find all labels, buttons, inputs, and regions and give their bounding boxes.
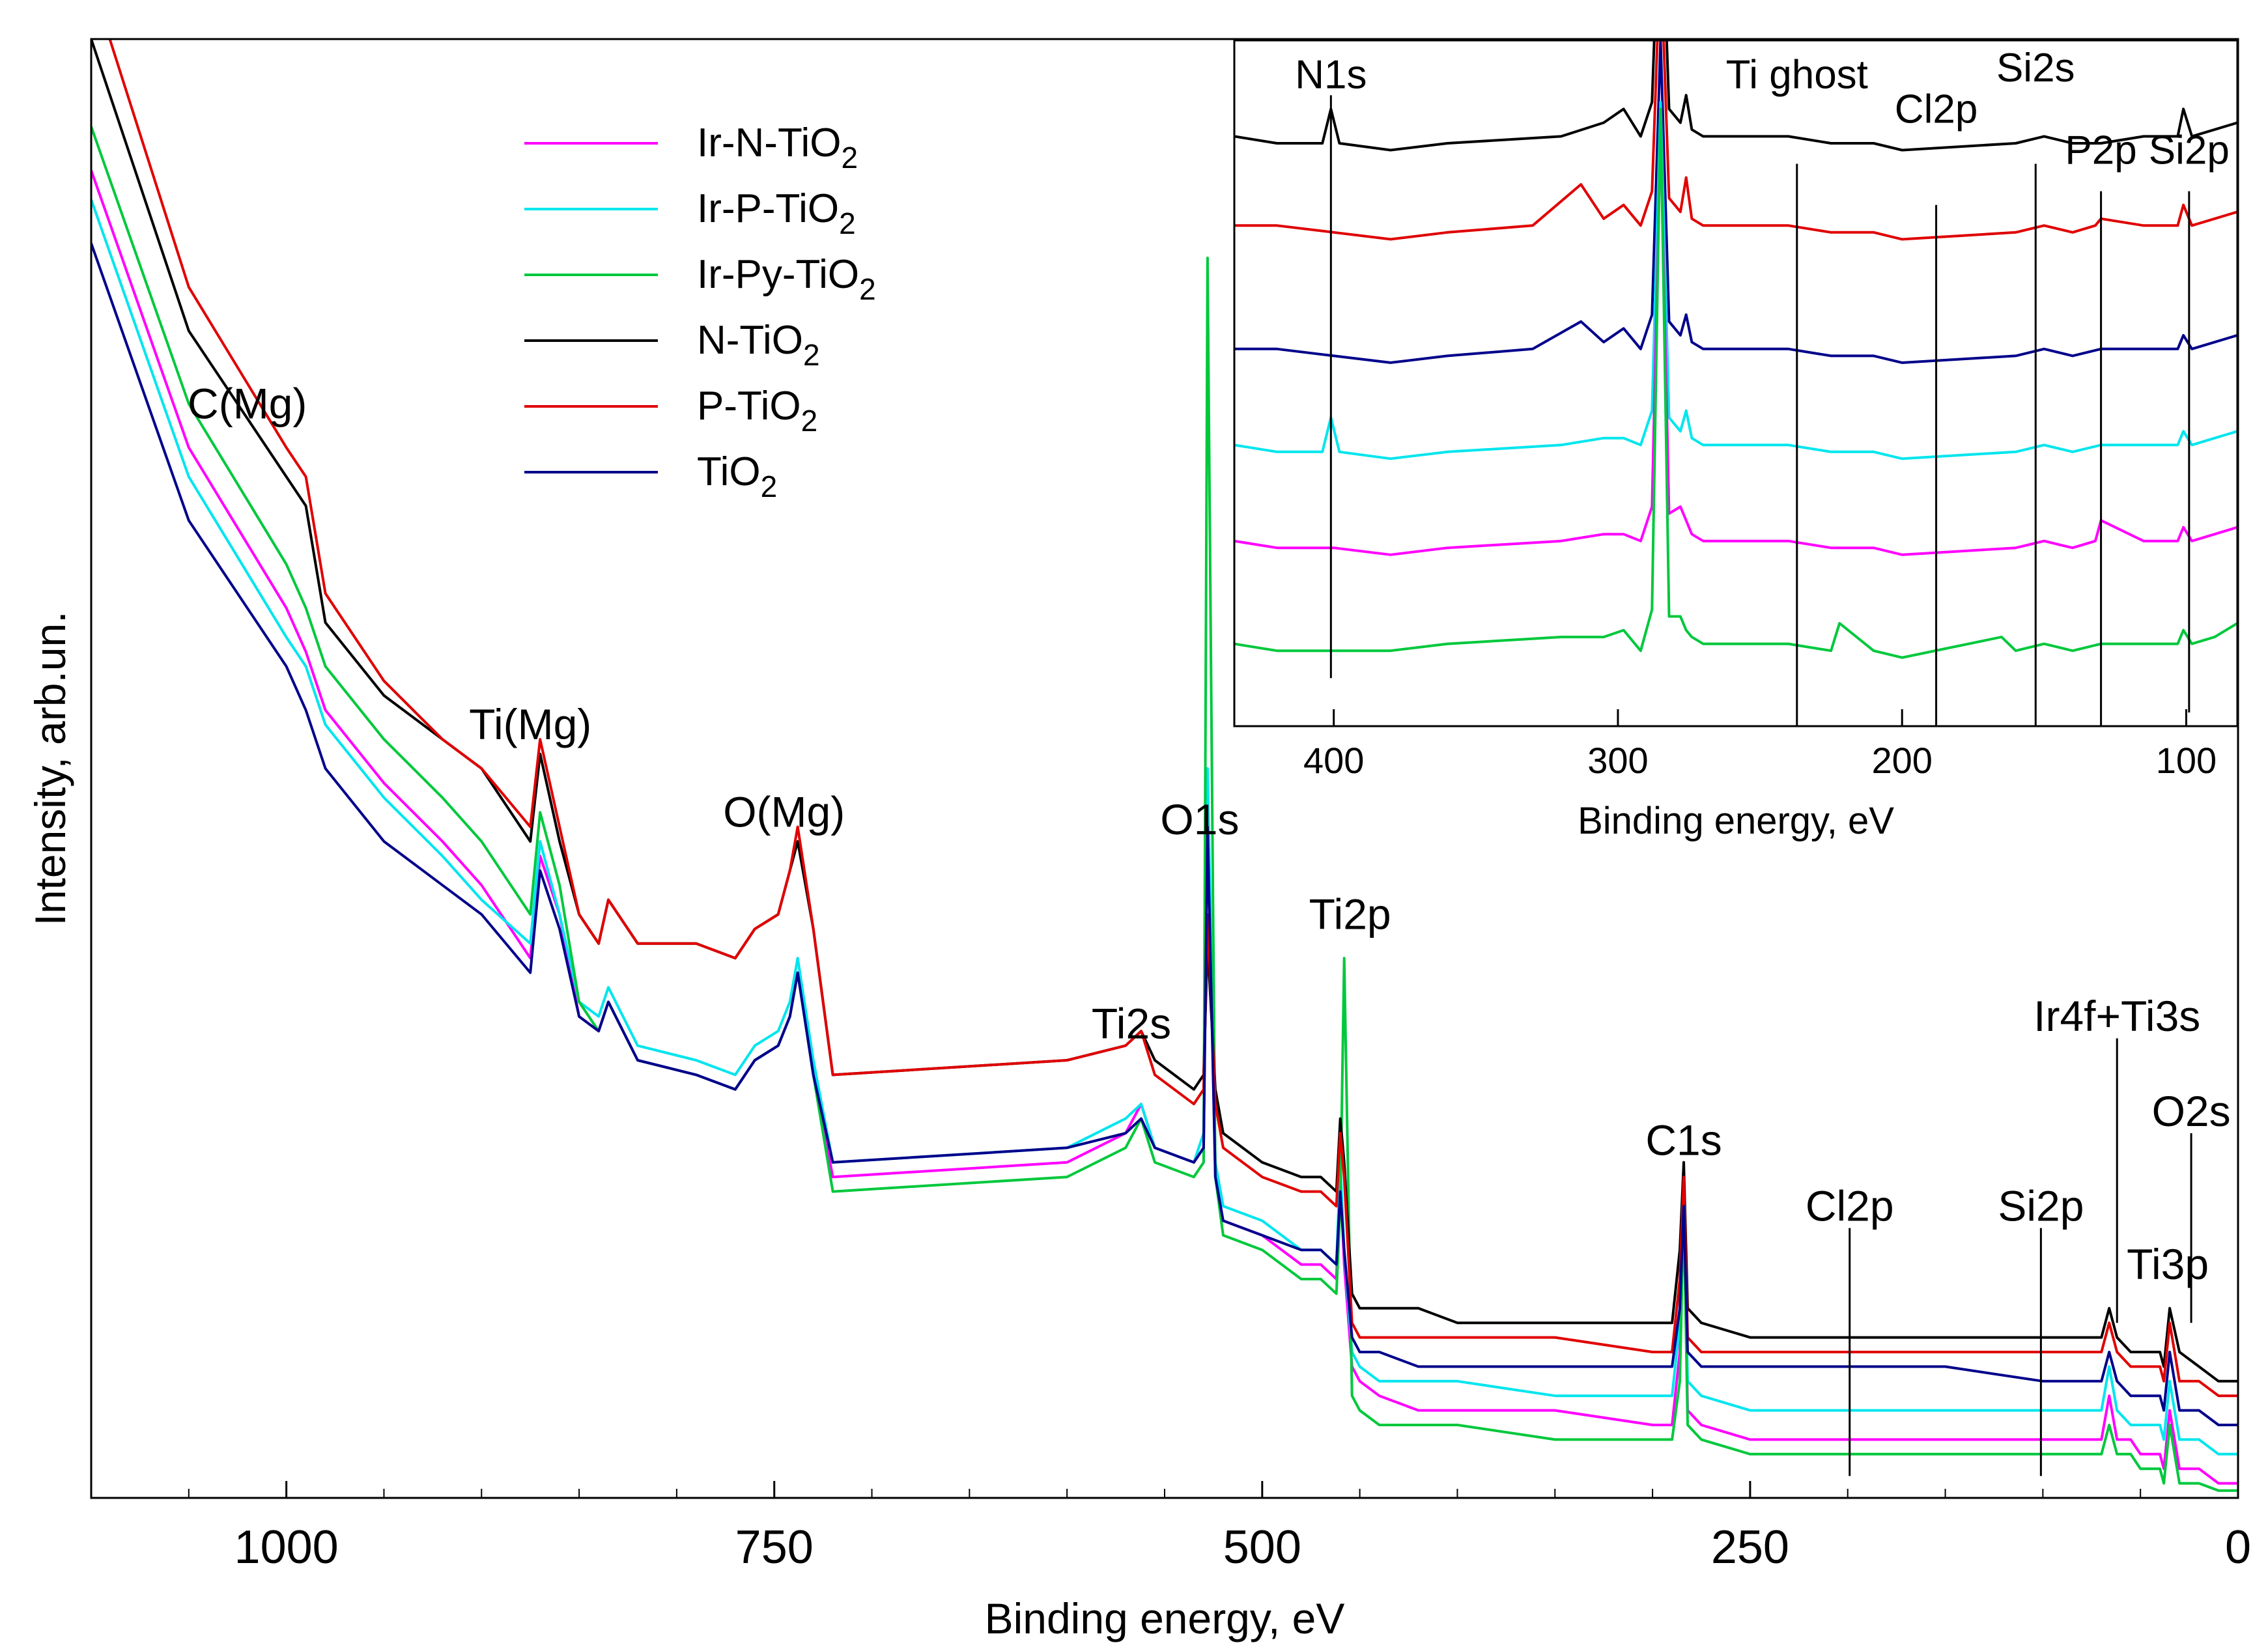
inset-x-tick-label-200: 200: [1871, 740, 1932, 781]
inset-x-tick-label-100: 100: [2156, 740, 2217, 781]
main-x-tick-label-750: 750: [735, 1521, 814, 1573]
inset-series-p-tio2: [1234, 40, 2237, 241]
inset-peak-label-n1s: N1s: [1295, 53, 1367, 98]
legend-item-ir-py-tio2: Ir-Py-TiO2: [524, 252, 876, 306]
legend-label-subscript: 2: [859, 272, 876, 306]
main-peak-label-c-mg: C(Mg): [188, 379, 307, 427]
inset-peak-label-cl2p: Cl2p: [1895, 87, 1978, 132]
main-series-p-tio2: [108, 39, 2238, 1398]
main-series-ir-py-tio2: [91, 126, 2238, 1492]
inset-series-group: [1234, 40, 2237, 659]
main-series-tio2: [91, 242, 2238, 1426]
legend-label-text: TiO: [697, 449, 761, 494]
inset-series-ir-py-tio2: [1234, 107, 2237, 659]
legend-label-text: Ir-Py-TiO: [697, 252, 859, 297]
legend-label-text: N-TiO: [697, 318, 803, 363]
main-peak-label-ti2p: Ti2p: [1309, 890, 1391, 938]
main-peak-label-o-mg: O(Mg): [723, 788, 845, 836]
legend-label: Ir-N-TiO2: [697, 120, 858, 175]
main-annotations: C(Mg) Ti(Mg) O(Mg) O1s Ti2p Ti2s C1s Cl2p Si2p Ir…: [188, 379, 2231, 1476]
main-series-group: [91, 39, 2238, 1492]
inset-peak-label-si2p: Si2p: [2149, 128, 2230, 173]
legend-label-text: P-TiO: [697, 384, 801, 429]
inset-background: [1234, 40, 2237, 726]
legend-item-n-tio2: N-TiO2: [524, 318, 820, 372]
legend-label-text: Ir-N-TiO: [697, 120, 842, 165]
legend-label: Ir-Py-TiO2: [697, 252, 876, 306]
main-y-axis-title: Intensity, arb.un.: [26, 611, 74, 925]
main-x-tick-label-1000: 1000: [234, 1521, 339, 1573]
main-x-axis-title: Binding energy, eV: [985, 1594, 1345, 1642]
legend-label-subscript: 2: [761, 470, 778, 503]
main-x-tick-label-250: 250: [1711, 1521, 1789, 1573]
inset-x-tick-label-400: 400: [1303, 740, 1364, 781]
inset-annotations: N1s Ti ghost Cl2p Si2s P2p Si2p: [1295, 46, 2230, 726]
legend-item-p-tio2: P-TiO2: [524, 384, 817, 438]
main-peak-label-ti2s: Ti2s: [1092, 999, 1171, 1047]
main-x-tick-label-500: 500: [1223, 1521, 1301, 1573]
main-peak-label-ti-mg: Ti(Mg): [469, 700, 591, 748]
inset-x-axis-title: Binding energy, eV: [1578, 800, 1894, 842]
main-peak-label-o1s: O1s: [1160, 795, 1239, 843]
main-peak-label-si2p: Si2p: [1998, 1181, 2084, 1230]
inset-peak-label-si2s: Si2s: [1996, 46, 2075, 91]
legend-label-subscript: 2: [801, 404, 818, 438]
legend-label: P-TiO2: [697, 384, 817, 438]
inset-series-ir-p-tio2: [1234, 100, 2237, 460]
inset-peak-label-ti-ghost: Ti ghost: [1726, 53, 1868, 98]
inset-x-tick-label-300: 300: [1587, 740, 1648, 781]
legend-label-subscript: 2: [842, 141, 858, 175]
inset-peak-label-p2p: P2p: [2065, 128, 2136, 173]
main-peak-label-o2s: O2s: [2152, 1087, 2231, 1135]
legend: Ir-N-TiO2Ir-P-TiO2Ir-Py-TiO2N-TiO2P-TiO2…: [524, 120, 876, 503]
main-x-tick-label-0: 0: [2225, 1521, 2251, 1573]
inset-series-tio2: [1234, 40, 2237, 364]
main-peak-label-c1s: C1s: [1645, 1116, 1722, 1164]
legend-label: N-TiO2: [697, 318, 820, 372]
main-peak-label-ti3p: Ti3p: [2127, 1240, 2209, 1288]
legend-label: Ir-P-TiO2: [697, 186, 856, 240]
inset-series-n-tio2: [1234, 40, 2237, 152]
inset-series-ir-n-tio2: [1234, 128, 2237, 556]
legend-item-ir-n-tio2: Ir-N-TiO2: [524, 120, 858, 175]
inset-x-ticks: 400 300 200 100: [1303, 709, 2217, 781]
legend-label-subscript: 2: [803, 338, 820, 372]
main-peak-label-cl2p: Cl2p: [1806, 1181, 1894, 1230]
main-chart: C(Mg) Ti(Mg) O(Mg) O1s Ti2p Ti2s C1s Cl2p Si2p Ir…: [26, 38, 2251, 1642]
inset-plot-frame: [1233, 39, 2239, 727]
legend-label-subscript: 2: [839, 206, 856, 240]
main-series-ir-p-tio2: [91, 199, 2238, 1456]
legend-label-text: Ir-P-TiO: [697, 186, 839, 231]
legend-label: TiO2: [697, 449, 777, 503]
legend-item-tio2: TiO2: [524, 449, 777, 503]
main-peak-label-ir4f-ti3s: Ir4f+Ti3s: [2034, 992, 2200, 1040]
legend-item-ir-p-tio2: Ir-P-TiO2: [524, 186, 856, 240]
main-x-ticks: 1000 750 500 250 0: [91, 1481, 2251, 1573]
